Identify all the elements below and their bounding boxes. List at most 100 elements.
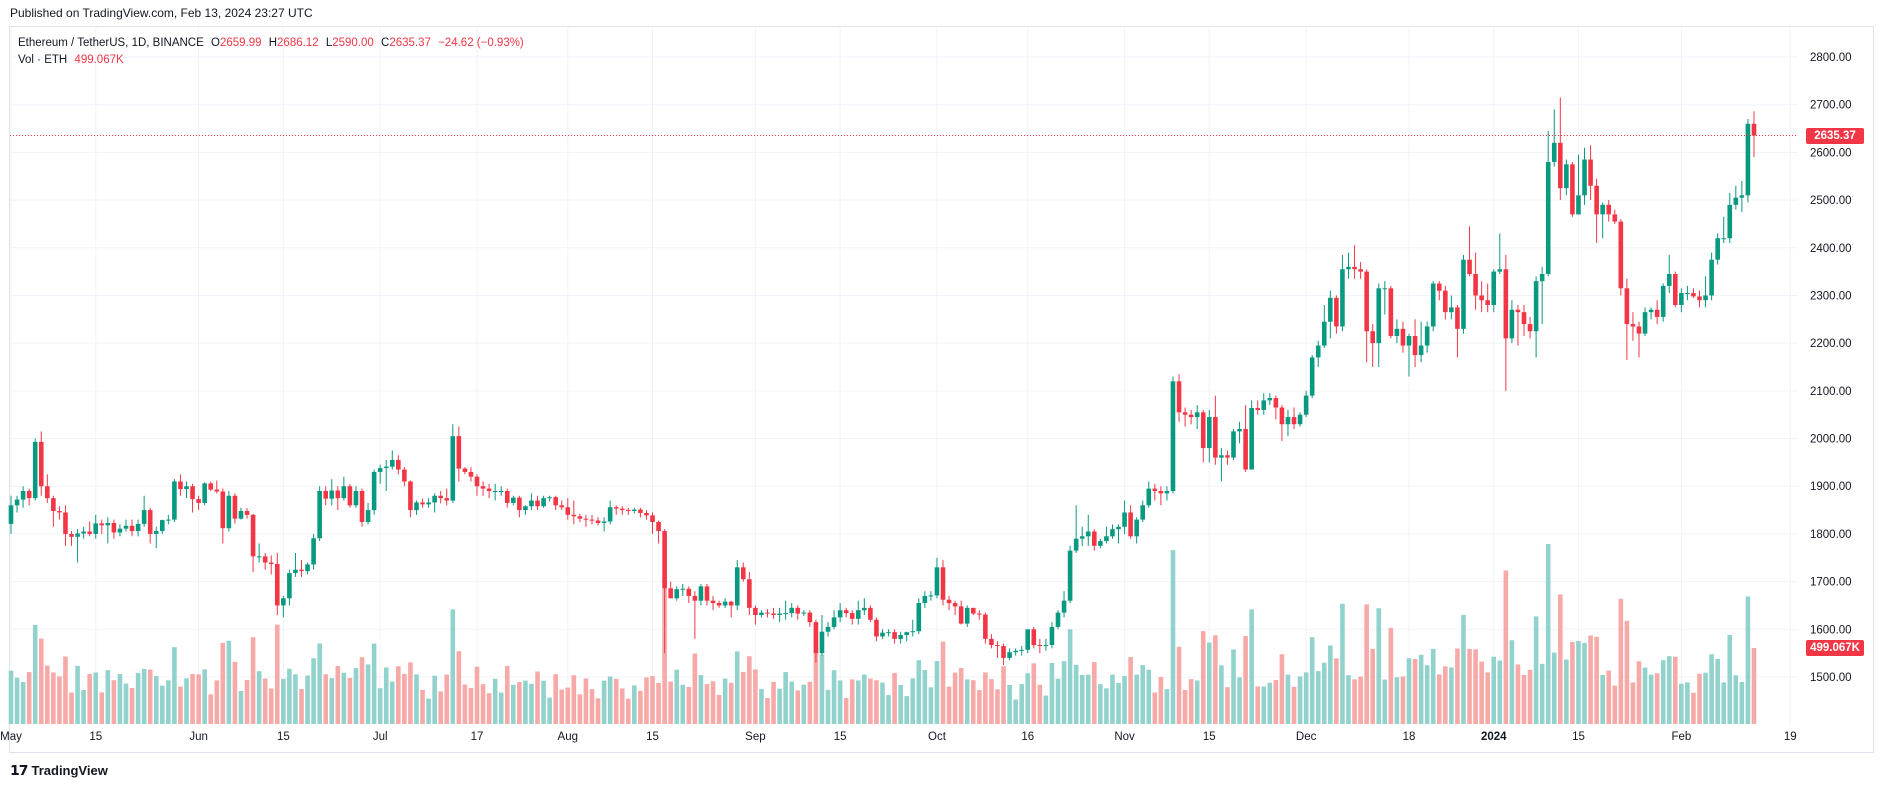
high-label: H2686.12 xyxy=(269,37,319,49)
candle-body xyxy=(1285,417,1291,425)
candle-body xyxy=(989,638,994,646)
volume-bar xyxy=(402,673,407,724)
volume-bar xyxy=(1509,640,1515,724)
candle-body xyxy=(371,471,377,511)
candle-body xyxy=(807,612,813,623)
candle-body xyxy=(650,515,655,522)
change-value: −24.62 (−0.93%) xyxy=(438,37,524,49)
candle-body xyxy=(1515,309,1521,313)
close-label: C2635.37 xyxy=(381,37,431,49)
candle-body xyxy=(281,598,286,606)
candle-body xyxy=(553,497,558,506)
candle-body xyxy=(196,499,201,503)
volume-bar xyxy=(1261,686,1267,724)
volume-bar xyxy=(910,678,916,724)
volume-bar xyxy=(1291,686,1297,724)
candle-body xyxy=(922,595,928,604)
candle-body xyxy=(722,601,728,606)
volume-bar xyxy=(644,677,649,724)
volume-bar xyxy=(1727,634,1733,724)
volume-bar xyxy=(1642,667,1648,724)
last-price-tag: 2635.37 xyxy=(1806,127,1864,144)
volume-bar xyxy=(1231,649,1236,724)
volume-bar xyxy=(1188,679,1194,724)
volume-bar xyxy=(456,651,462,724)
candle-body xyxy=(323,491,329,499)
candle-body xyxy=(389,460,395,467)
volume-bar xyxy=(1424,665,1430,724)
tradingview-logo[interactable]: 𝟭𝟳 TradingView xyxy=(10,762,108,779)
volume-bar xyxy=(1085,674,1091,724)
volume-bar xyxy=(1273,680,1279,724)
tradingview-mark-icon: 𝟭𝟳 xyxy=(10,762,29,778)
candle-body xyxy=(1443,290,1448,313)
volume-bar xyxy=(1116,682,1121,724)
volume-bar xyxy=(1660,660,1666,724)
volume-bar xyxy=(601,680,607,724)
volume-bar xyxy=(293,674,298,724)
candle-body xyxy=(728,601,734,606)
volume-bar xyxy=(184,678,189,724)
volume-bar xyxy=(329,678,335,724)
volume-bar xyxy=(389,681,395,724)
candle-body xyxy=(462,468,468,472)
candle-body xyxy=(983,614,988,639)
candle-body xyxy=(1382,288,1388,290)
volume-bar xyxy=(583,678,589,724)
x-tick-label: 15 xyxy=(277,731,290,743)
candle-body xyxy=(1273,398,1279,408)
candle-body xyxy=(589,519,595,521)
candle-body xyxy=(335,490,341,499)
candle-body xyxy=(1430,283,1436,327)
candle-body xyxy=(831,617,837,627)
volume-bar xyxy=(335,666,341,724)
candle-body xyxy=(880,632,885,637)
candle-body xyxy=(1400,328,1406,346)
volume-bar xyxy=(1443,666,1448,724)
volume-bar xyxy=(1134,674,1139,724)
candle-body xyxy=(1200,412,1206,449)
candle-body xyxy=(619,508,625,511)
volume-bar xyxy=(541,680,546,724)
volume-bar xyxy=(1582,642,1587,724)
candle-body xyxy=(214,489,220,492)
volume-bar xyxy=(1739,681,1745,724)
y-tick-label: 1800.00 xyxy=(1810,529,1852,541)
candle-body xyxy=(843,610,849,614)
volume-bar xyxy=(1588,635,1593,724)
candle-body xyxy=(1225,455,1230,458)
x-tick-label: 19 xyxy=(1784,731,1797,743)
candle-body xyxy=(1600,204,1605,215)
candle-body xyxy=(383,466,389,469)
volume-bar xyxy=(1418,654,1424,724)
candle-body xyxy=(1660,285,1666,317)
volume-bar xyxy=(1049,662,1055,724)
candle-body xyxy=(753,607,758,615)
volume-bar xyxy=(420,689,425,724)
volume-bar xyxy=(831,670,837,724)
candle-body xyxy=(81,531,86,534)
volume-bar xyxy=(1146,669,1152,724)
volume-bar xyxy=(232,661,238,724)
volume-bar xyxy=(759,688,764,724)
volume-bar xyxy=(32,624,38,724)
candle-body xyxy=(287,573,292,599)
volume-bar xyxy=(1618,598,1624,724)
candle-body xyxy=(311,538,316,565)
volume-bar xyxy=(795,690,801,724)
x-tick-label: Feb xyxy=(1671,731,1691,743)
candle-body xyxy=(1007,652,1012,658)
volume-bar xyxy=(1521,674,1527,724)
y-tick-label: 2100.00 xyxy=(1810,386,1852,398)
candle-body xyxy=(1497,269,1503,272)
volume-bar xyxy=(946,686,952,724)
candle-body xyxy=(523,506,528,511)
candle-body xyxy=(1085,531,1091,537)
candle-body xyxy=(8,505,14,524)
volume-bar xyxy=(353,668,359,724)
candle-body xyxy=(892,632,897,639)
candle-body xyxy=(1654,309,1660,317)
candle-body xyxy=(740,567,746,580)
volume-bar xyxy=(1564,659,1569,724)
